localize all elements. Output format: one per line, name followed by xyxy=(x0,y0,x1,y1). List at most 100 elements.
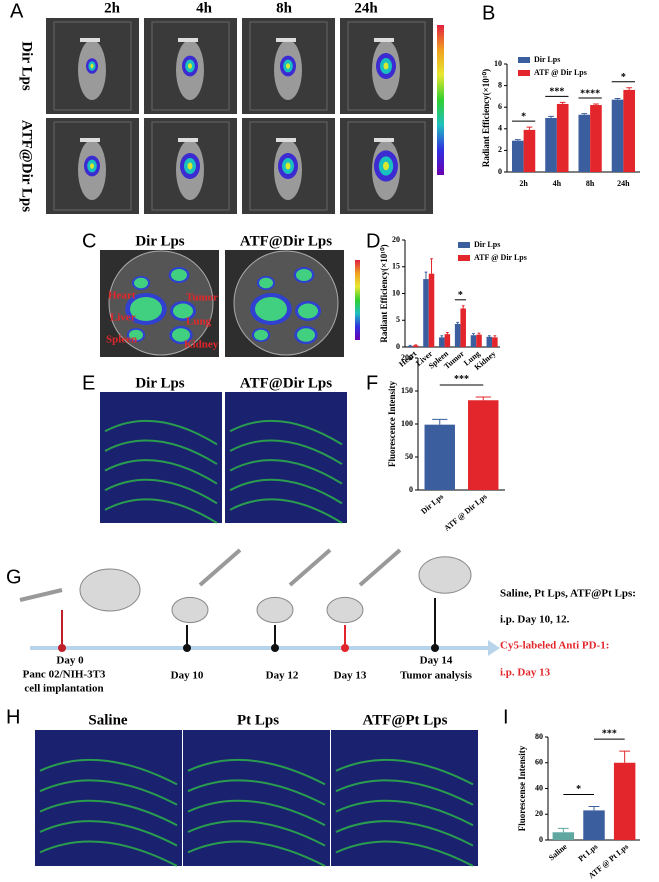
significance: * xyxy=(621,72,626,83)
mouse xyxy=(79,568,141,612)
error-bar xyxy=(487,335,491,337)
column-label: Saline xyxy=(88,712,128,728)
bar xyxy=(613,762,636,840)
illustrations xyxy=(19,18,500,867)
signal xyxy=(171,269,187,281)
y-tick-label: 50 xyxy=(405,452,413,461)
organ-label: Spleen xyxy=(106,334,137,346)
significance: **** xyxy=(580,88,600,99)
y-tick-label: 15 xyxy=(392,262,400,271)
significance: * xyxy=(521,111,526,122)
y-tick-label: 0 xyxy=(396,342,400,351)
tag xyxy=(276,138,296,142)
bar xyxy=(454,323,461,347)
bar xyxy=(460,308,466,347)
stage xyxy=(151,21,230,111)
arrowhead xyxy=(488,640,500,656)
vessel xyxy=(104,419,218,446)
y-tick-label: 6 xyxy=(498,102,502,111)
vessel xyxy=(335,840,474,867)
panel-label: D xyxy=(366,230,380,252)
y-tick-label: 4 xyxy=(498,124,502,133)
syringe xyxy=(19,588,63,602)
bar xyxy=(511,140,524,172)
stage xyxy=(53,21,132,111)
significance: * xyxy=(576,784,581,795)
event-note: Tumor analysis xyxy=(400,670,473,682)
syringe xyxy=(198,548,242,587)
error-bar xyxy=(475,396,491,401)
tag xyxy=(374,138,394,142)
panel-label: C xyxy=(82,230,96,252)
tag xyxy=(374,38,394,42)
organ-label: Heart xyxy=(108,290,136,302)
signal xyxy=(129,329,143,341)
significance: * xyxy=(458,290,463,301)
error-bar xyxy=(626,87,633,90)
bar xyxy=(590,105,602,172)
schedule-text: i.p. Day 13 xyxy=(500,667,551,679)
y-axis-label: Radiant Efficiency(×10¹⁰) xyxy=(379,244,389,342)
syringe xyxy=(288,548,332,587)
x-tick-label: Saline xyxy=(547,842,569,863)
bar xyxy=(545,118,557,172)
legend-label: ATF @ Dir Lps xyxy=(534,68,587,77)
signal xyxy=(296,269,312,281)
legend-swatch xyxy=(458,242,470,248)
signal xyxy=(259,277,273,289)
error-bar xyxy=(514,139,521,141)
x-tick-label: Dir Lps xyxy=(419,492,445,516)
pin-head xyxy=(271,644,279,652)
tag xyxy=(80,138,100,142)
y-tick-label: 0 xyxy=(409,485,413,494)
column-label: ATF@Dir Lps xyxy=(240,233,332,249)
legend-swatch xyxy=(518,70,530,76)
signal xyxy=(286,63,290,69)
y-tick-label: 150 xyxy=(401,386,413,395)
x-tick-label: 8h xyxy=(586,179,595,188)
event-day: Day 13 xyxy=(334,670,367,682)
bar xyxy=(578,114,591,172)
vessel xyxy=(335,758,474,786)
x-tick-label: 24h xyxy=(617,179,630,188)
column-label: ATF@Pt Lps xyxy=(363,712,448,728)
y-axis-label: Fluorescence Intensity xyxy=(387,380,397,467)
stage xyxy=(249,121,328,211)
vessel xyxy=(335,820,474,847)
y-tick-label: 20 xyxy=(392,235,400,244)
pin-head xyxy=(431,644,439,652)
panel-label: E xyxy=(82,372,95,394)
panel-label: A xyxy=(10,0,24,22)
error-bar xyxy=(445,332,449,335)
vessel xyxy=(187,840,326,867)
y-tick-label: 20 xyxy=(535,809,543,818)
bar xyxy=(476,334,482,347)
signal xyxy=(298,303,318,319)
event-day: Day 12 xyxy=(266,670,299,682)
vessel xyxy=(39,840,178,867)
event-day: Day 0 xyxy=(56,655,84,667)
vessel xyxy=(335,779,474,806)
signal xyxy=(134,277,148,289)
bar xyxy=(470,335,477,347)
vessel xyxy=(104,459,218,485)
legend-label: Dir Lps xyxy=(474,240,500,249)
time-label: 4h xyxy=(196,0,213,16)
signal xyxy=(187,162,193,170)
vessel xyxy=(187,799,326,827)
vessel xyxy=(229,419,343,446)
error-bar xyxy=(548,115,554,118)
vessel xyxy=(229,478,343,505)
x-tick-label: 4h xyxy=(553,179,562,188)
error-bar xyxy=(408,344,412,346)
y-tick-label: 5 xyxy=(396,315,400,324)
row-label: Dir Lps xyxy=(19,41,35,90)
y-tick-label: 8 xyxy=(498,80,502,89)
bar xyxy=(623,89,636,172)
tag xyxy=(276,38,296,42)
bar xyxy=(428,273,435,347)
legend-label: Dir Lps xyxy=(534,55,560,64)
panel-label: H xyxy=(6,706,20,728)
bar xyxy=(611,99,624,172)
vessel xyxy=(39,758,178,786)
